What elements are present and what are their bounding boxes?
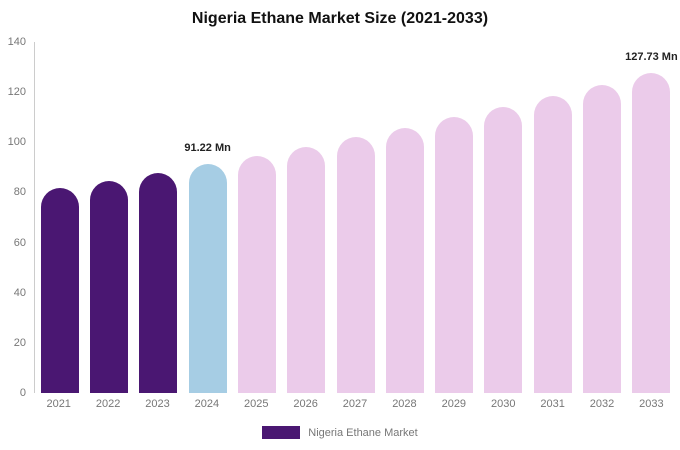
bar-2033 <box>632 72 671 393</box>
bar-slot-2023 <box>134 42 183 393</box>
x-axis-label-2024: 2024 <box>194 398 220 410</box>
bar-slot-2025 <box>232 42 281 393</box>
bar-2026 <box>287 146 326 393</box>
bar-2021 <box>40 188 79 393</box>
bar-slot-2029 <box>430 42 479 393</box>
legend-swatch <box>262 426 301 439</box>
x-axis-label-2027: 2027 <box>342 398 368 410</box>
bar-slot-2031 <box>528 42 577 393</box>
bar-2028 <box>385 127 424 393</box>
legend-label: Nigeria Ethane Market <box>308 426 418 439</box>
y-tick-label-20: 20 <box>13 336 26 349</box>
y-axis: 0 20 40 60 80 100 120 140 <box>0 36 30 399</box>
x-axis-label-2030: 2030 <box>490 398 516 410</box>
bar-2027 <box>336 137 375 393</box>
x-axis-label-2022: 2022 <box>95 398 121 410</box>
legend: Nigeria Ethane Market <box>0 426 680 439</box>
bar-value-label-2024: 91.22 Mn <box>184 142 231 155</box>
y-tick-label-60: 60 <box>13 236 26 249</box>
bar-value-label-2033: 127.73 Mn <box>625 50 678 63</box>
bar-slot-2033: 127.73 Mn <box>625 42 678 393</box>
y-tick-label-40: 40 <box>13 286 26 299</box>
x-axis-label-2033: 2033 <box>639 398 664 410</box>
x-axis-label-2026: 2026 <box>293 398 318 410</box>
x-axis-label-2021: 2021 <box>46 398 71 410</box>
bar-2030 <box>484 106 523 393</box>
y-tick-label-100: 100 <box>7 136 26 149</box>
bar-slot-2021 <box>35 42 84 393</box>
x-axis-label-2029: 2029 <box>441 398 467 410</box>
bar-slot-2030 <box>479 42 528 393</box>
bar-slot-2026 <box>282 42 331 393</box>
bar-2031 <box>533 95 572 393</box>
bar-2029 <box>435 117 474 393</box>
bar-2023 <box>139 172 178 393</box>
x-axis-label-2025: 2025 <box>244 398 269 410</box>
x-axis-label-2031: 2031 <box>540 398 565 410</box>
bar-slot-2027 <box>331 42 380 393</box>
y-tick-label-140: 140 <box>7 36 26 48</box>
bar-2025 <box>237 155 276 393</box>
x-axis-label-2032: 2032 <box>589 398 615 410</box>
bar-slot-2028 <box>380 42 429 393</box>
bar-slot-2024: 91.22 Mn <box>183 42 232 393</box>
chart-title: Nigeria Ethane Market Size (2021-2033) <box>191 10 489 27</box>
x-axis-labels: 2021 2022 2023 2024 2025 2026 2027 2028 2029 2030… <box>34 398 676 410</box>
x-axis-label-2023: 2023 <box>145 398 170 410</box>
bar-2024 <box>188 164 227 393</box>
y-tick-label-120: 120 <box>7 86 26 99</box>
x-axis-label-2028: 2028 <box>392 398 417 410</box>
bar-2032 <box>583 84 622 393</box>
bar-slot-2022 <box>84 42 133 393</box>
bar-slot-2032 <box>577 42 626 393</box>
y-tick-label-80: 80 <box>13 186 26 199</box>
y-tick-label-0: 0 <box>19 387 26 399</box>
plot-area: 91.22 Mn 127.73 Mn <box>34 42 678 393</box>
bar-2022 <box>89 180 128 393</box>
